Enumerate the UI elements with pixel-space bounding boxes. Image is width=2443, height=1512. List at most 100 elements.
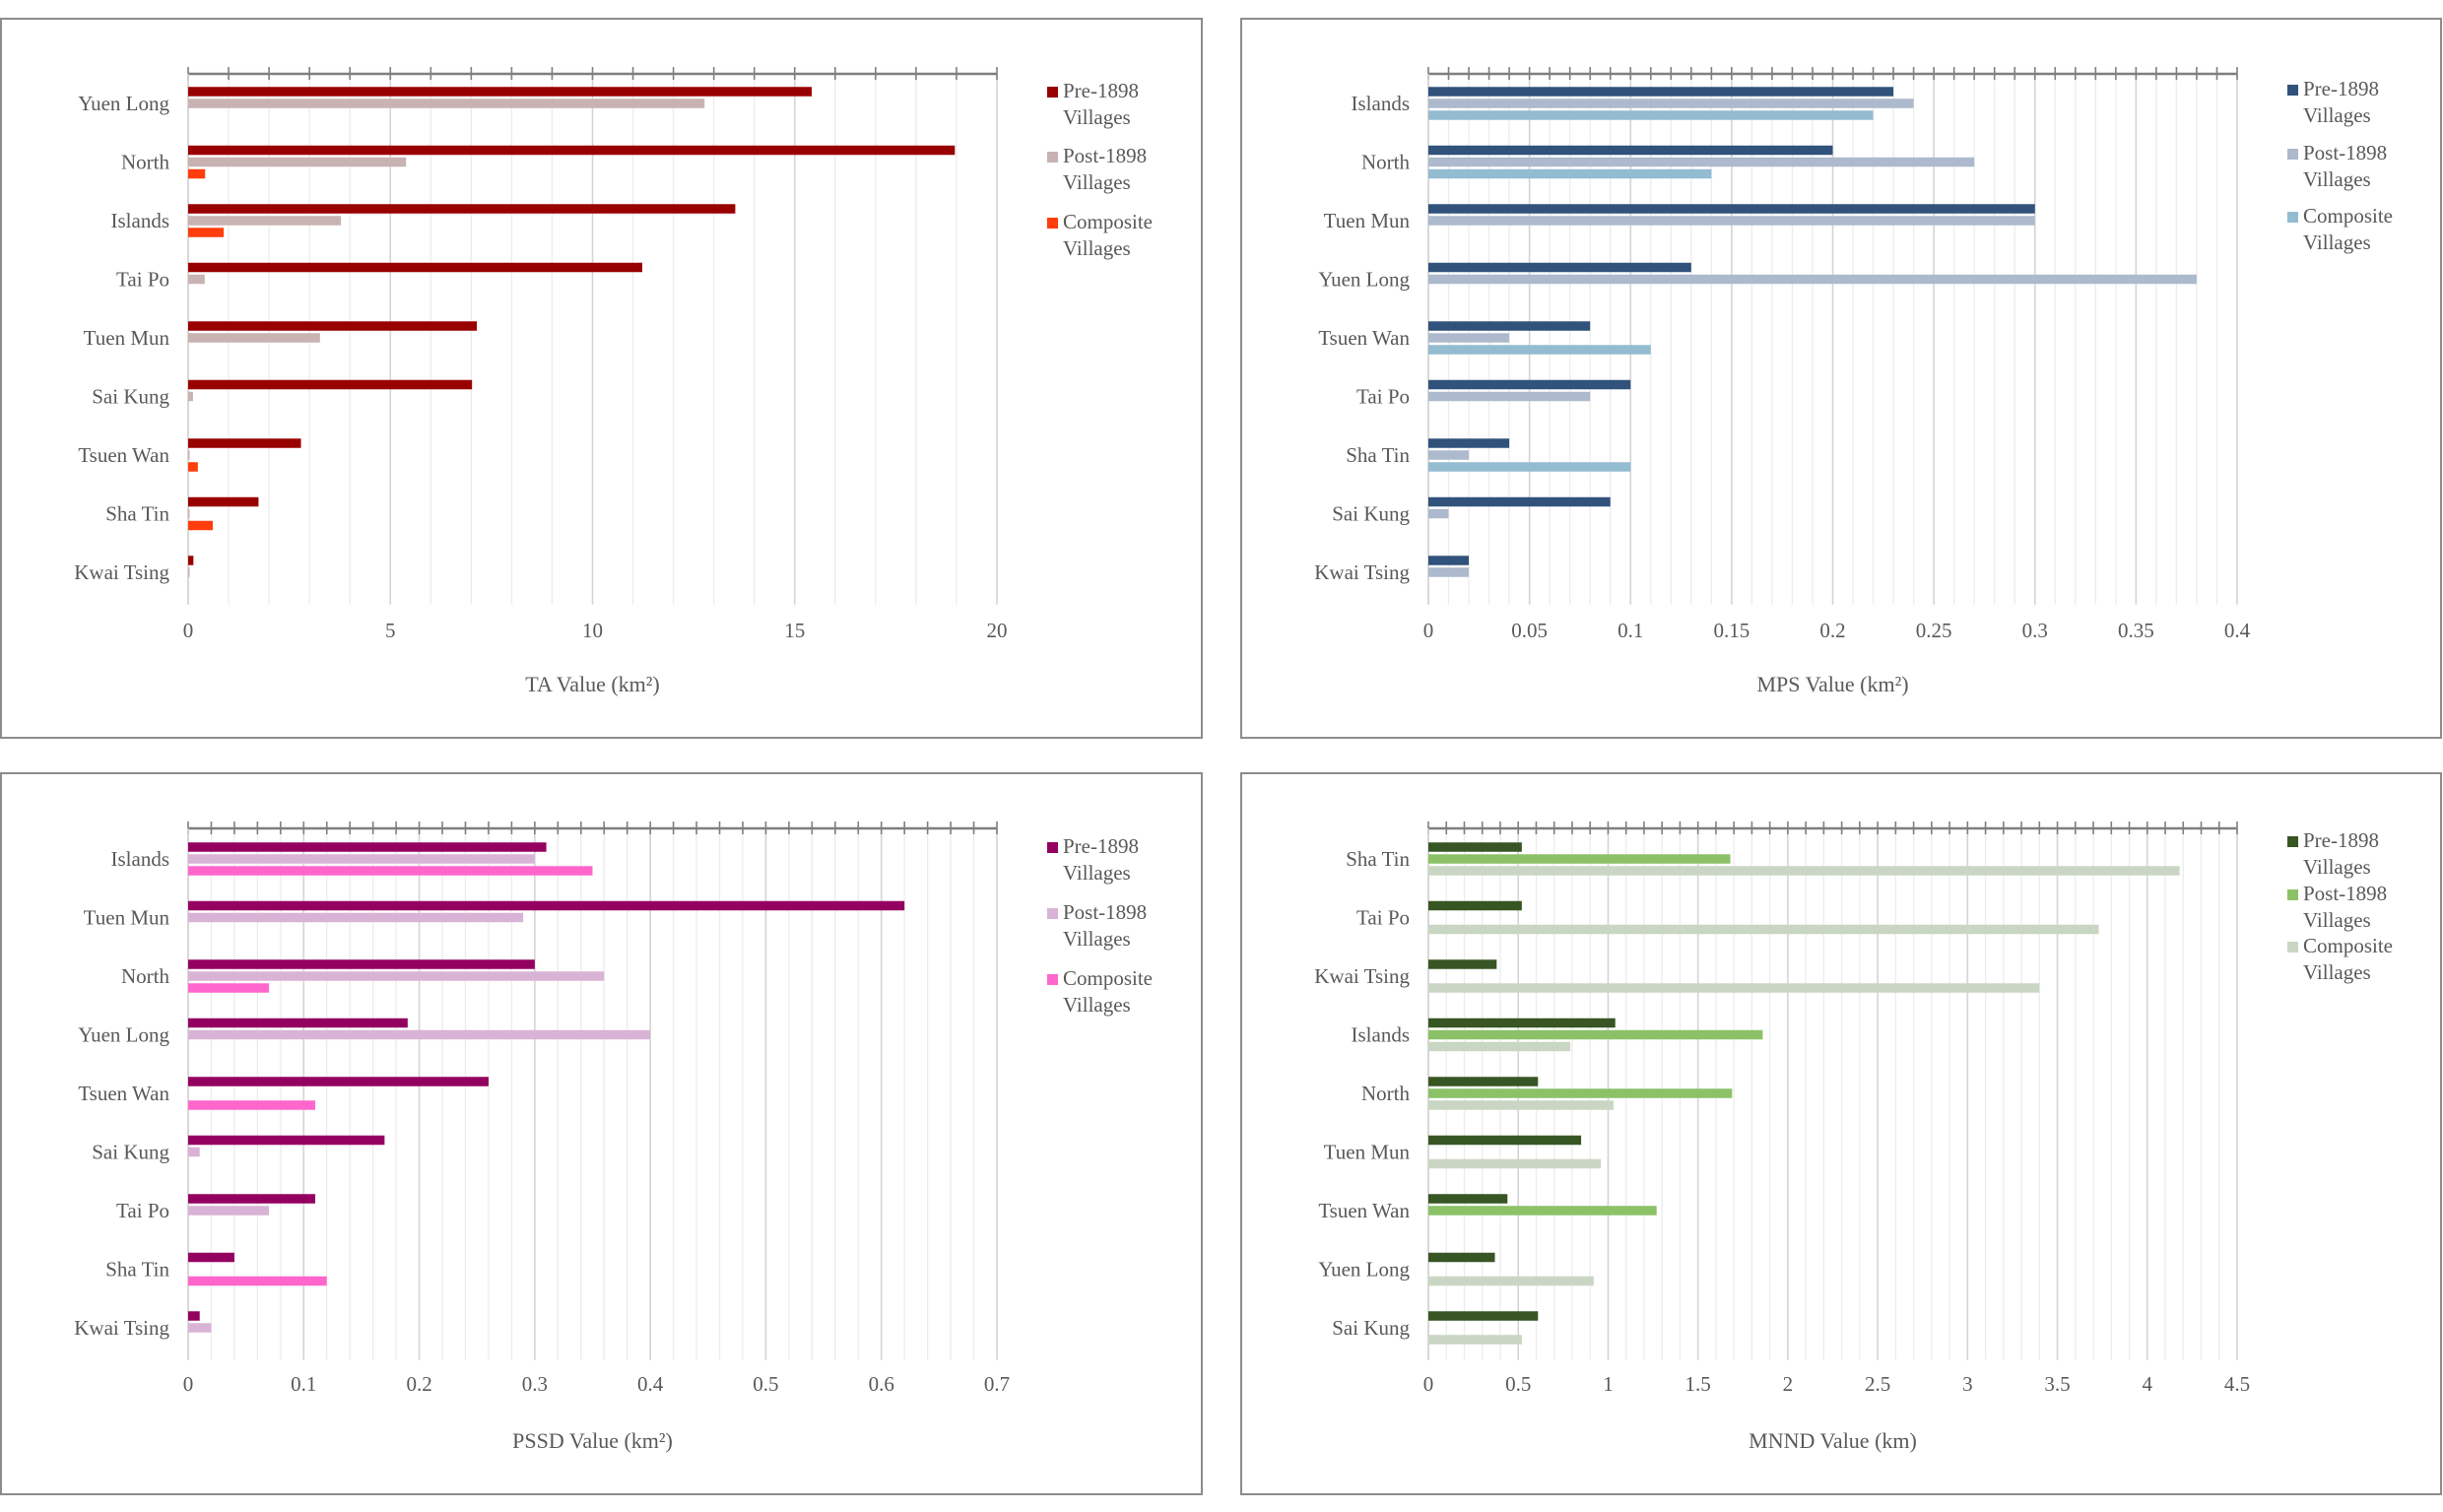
- bar-pre: [1428, 1135, 1582, 1146]
- tick-label: 0: [1423, 619, 1434, 642]
- category-label: Tsuen Wan: [78, 1082, 169, 1105]
- chart-1: Islands North Tuen Mun Yuen Long Tsuen Wan Ta…: [1314, 67, 2393, 696]
- legend-label: Villages: [1063, 105, 1131, 129]
- category-label: Yuen Long: [78, 1022, 169, 1046]
- legend-swatch: [1047, 152, 1058, 163]
- legend-label: Composite: [1063, 966, 1153, 990]
- category-label: Tai Po: [1356, 905, 1410, 929]
- legend-swatch: [2287, 836, 2298, 847]
- legend-item-post: Post-1898 Villages: [2287, 141, 2387, 191]
- legend: Pre-1898VillagesPost-1898VillagesComposi…: [1047, 79, 1153, 260]
- bar-comp: [188, 1276, 327, 1286]
- category-label: Tsuen Wan: [1318, 1199, 1410, 1222]
- legend-label: Villages: [1063, 170, 1131, 194]
- legend: Pre-1898VillagesPost-1898VillagesComposi…: [2287, 77, 2393, 254]
- tick-label: 10: [582, 619, 603, 642]
- category-label: North: [1361, 150, 1410, 173]
- bar-comp: [188, 983, 270, 993]
- bar-pre: [188, 900, 905, 911]
- x-axis-title: MPS Value (km²): [1756, 672, 1908, 696]
- bar-pre: [188, 1077, 489, 1086]
- category-label: North: [1361, 1082, 1410, 1105]
- bar-post: [1428, 391, 1591, 402]
- bar-pre: [1428, 900, 1522, 911]
- tick-label: 0.05: [1511, 619, 1548, 642]
- bar-post: [1428, 99, 1914, 108]
- bar-pre: [188, 1194, 316, 1204]
- bar-comp: [188, 228, 225, 237]
- category-label: Yuen Long: [78, 92, 169, 115]
- category-label: Tuen Mun: [1324, 1140, 1411, 1163]
- legend-label: Composite: [2303, 204, 2393, 228]
- tick-label: 0.5: [753, 1372, 778, 1396]
- category-label: Tuen Mun: [84, 905, 170, 929]
- bar-comp: [1428, 462, 1631, 472]
- legend-label: Villages: [2303, 960, 2371, 984]
- bar-post: [188, 508, 190, 519]
- bar-comp: [188, 866, 593, 876]
- category-label: Islands: [1352, 1022, 1411, 1046]
- category-label: Tai Po: [116, 1199, 169, 1222]
- legend-swatch: [1047, 974, 1058, 985]
- bar-comp: [1428, 110, 1874, 120]
- bar-post: [188, 333, 320, 343]
- chart-2: Islands Tuen Mun North Yuen Long Tsuen Wan Sa…: [74, 822, 1153, 1453]
- tick-label: 0.3: [2022, 619, 2048, 642]
- category-label: Sha Tin: [1346, 847, 1410, 871]
- bar-post: [188, 1147, 200, 1157]
- bar-post: [1428, 274, 2197, 285]
- bar-post: [1428, 1206, 1657, 1216]
- tick-label: 3: [1962, 1372, 1973, 1396]
- tick-label: 0: [1423, 1372, 1434, 1396]
- tick-label: 0.2: [1819, 619, 1845, 642]
- legend-label: Composite: [2303, 934, 2393, 957]
- bar-post: [188, 912, 524, 923]
- legend-swatch: [2287, 212, 2298, 223]
- legend-label: Villages: [2303, 855, 2371, 879]
- legend-item-comp: Composite Villages: [2287, 934, 2393, 984]
- chart-panel-pssd: [0, 772, 1203, 1495]
- legend-label: Composite: [1063, 210, 1153, 233]
- category-label: Tai Po: [1356, 384, 1410, 408]
- chart-3: Sha Tin Tai Po Kwai Tsing Islands North Tuen …: [1314, 822, 2393, 1453]
- tick-label: 3.5: [2044, 1372, 2070, 1396]
- legend-label: Villages: [1063, 861, 1131, 885]
- bar-pre: [1428, 87, 1894, 97]
- bar-comp: [188, 520, 214, 531]
- tick-label: 0.7: [984, 1372, 1010, 1396]
- bar-pre: [188, 262, 642, 273]
- bar-pre: [1428, 496, 1611, 507]
- bar-pre: [1428, 1018, 1616, 1028]
- bar-pre: [188, 145, 956, 156]
- tick-label: 0.6: [869, 1372, 894, 1396]
- bar-post: [1428, 1088, 1733, 1098]
- bar-pre: [188, 959, 535, 969]
- bar-comp: [1428, 983, 2040, 993]
- bar-comp: [1428, 924, 2099, 935]
- legend-item-comp: Composite Villages: [1047, 210, 1153, 260]
- legend-item-comp: Composite Villages: [1047, 966, 1153, 1017]
- bar-pre: [1428, 959, 1497, 969]
- bar-comp: [1428, 866, 2180, 876]
- tick-label: 0.1: [1618, 619, 1643, 642]
- category-label: Islands: [1352, 92, 1411, 115]
- category-label: Kwai Tsing: [1314, 560, 1410, 584]
- tick-label: 0.25: [1916, 619, 1952, 642]
- bar-post: [1428, 508, 1449, 519]
- bar-pre: [1428, 842, 1522, 852]
- bar-pre: [1428, 438, 1510, 448]
- tick-label: 2.5: [1865, 1372, 1890, 1396]
- legend-swatch: [1047, 87, 1058, 98]
- bar-pre: [1428, 1252, 1495, 1263]
- legend: Pre-1898VillagesPost-1898VillagesComposi…: [1047, 834, 1153, 1017]
- bar-pre: [188, 204, 736, 214]
- bar-comp: [1428, 1158, 1602, 1169]
- legend-label: Villages: [2303, 103, 2371, 127]
- bar-pre: [188, 556, 194, 565]
- category-label: North: [121, 964, 169, 988]
- legend-swatch: [1047, 842, 1058, 853]
- legend: Pre-1898VillagesPost-1898VillagesComposi…: [2287, 828, 2393, 984]
- legend-item-pre: Pre-1898 Villages: [1047, 834, 1139, 885]
- legend-label: Pre-1898: [2303, 828, 2379, 852]
- category-label: Islands: [111, 847, 170, 871]
